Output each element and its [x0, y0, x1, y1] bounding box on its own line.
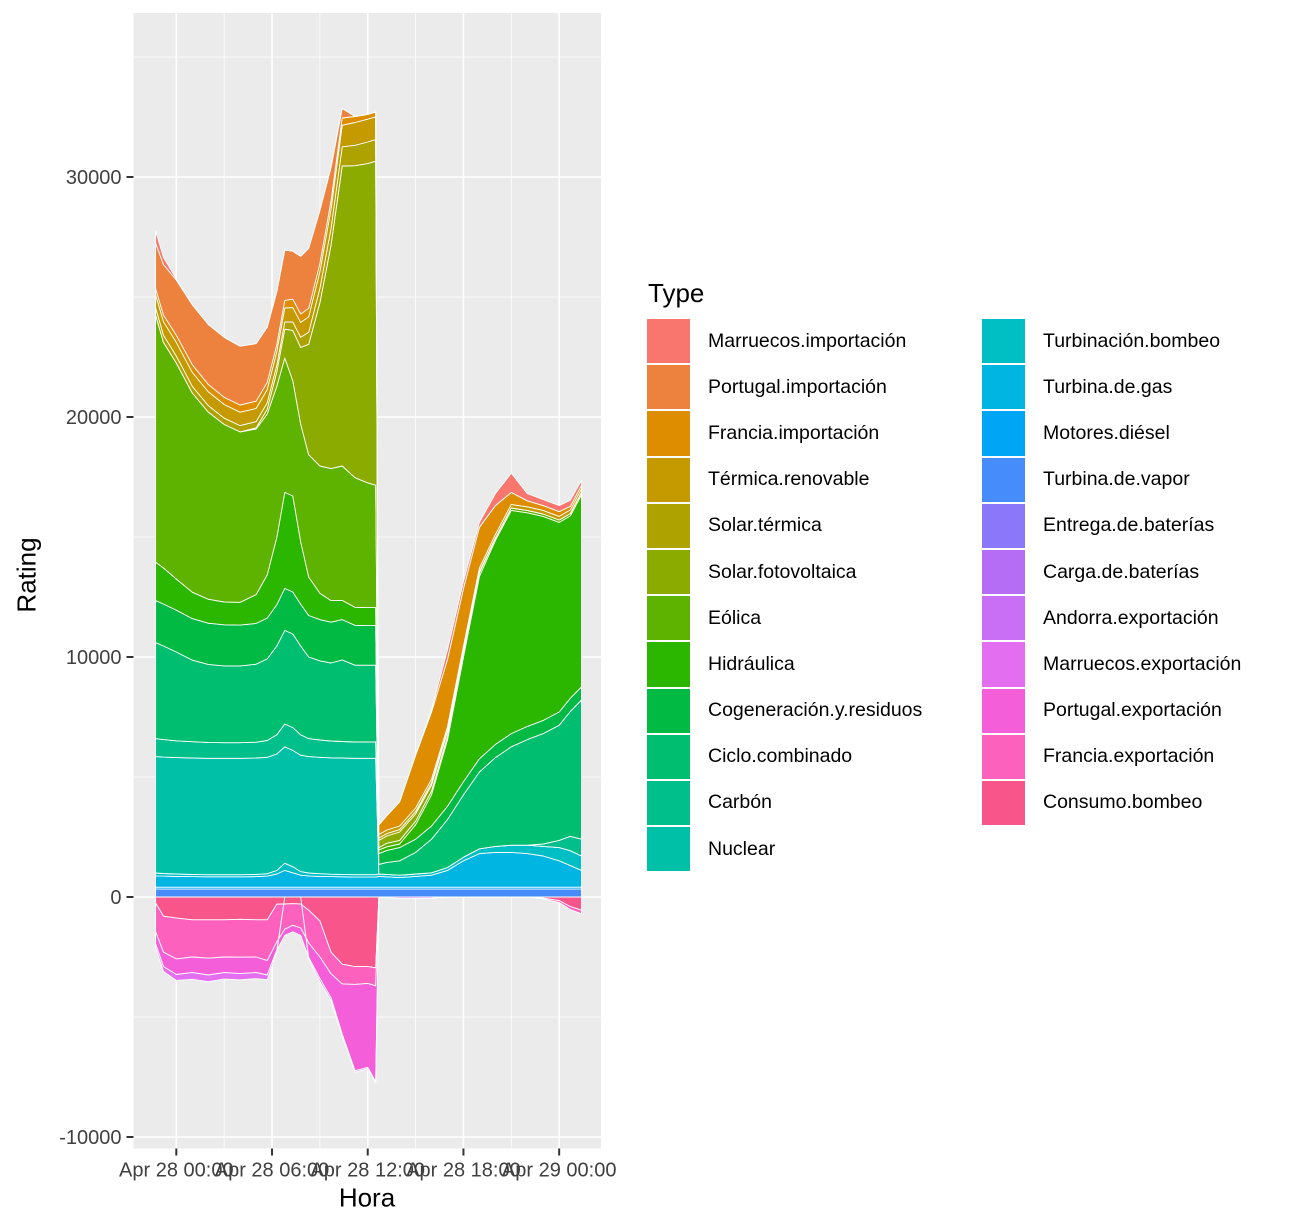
legend-column-2: Turbinación.bombeo Turbina.de.gas Motores.… [981, 318, 1242, 827]
legend-label: Entrega.de.baterías [1043, 514, 1215, 537]
x-tick-label: Apr 29 00:00 [502, 1160, 617, 1182]
legend-column-1: Marruecos.importación Portugal.importació… [646, 318, 923, 873]
legend-item: Portugal.exportación [981, 687, 1241, 734]
legend-item: Eólica [646, 595, 922, 642]
legend-label: Solar.fotovoltaica [708, 560, 857, 583]
legend-swatch-icon [981, 779, 1026, 827]
legend-swatch-icon [981, 595, 1026, 642]
legend-item: Portugal.importación [646, 364, 922, 411]
y-tick-label: 20000 [66, 407, 122, 429]
legend-label: Turbina.de.vapor [1043, 468, 1190, 491]
legend-label: Portugal.importación [708, 375, 887, 398]
legend: Type Marruecos.importación Portugal.impor… [646, 278, 1241, 873]
legend-swatch-icon [646, 595, 691, 642]
legend-label: Carga.de.baterías [1043, 560, 1200, 583]
legend-swatch-icon [981, 733, 1026, 780]
legend-label: Andorra.exportación [1043, 606, 1219, 629]
y-tick-label: 0 [110, 887, 121, 909]
legend-label: Eólica [708, 606, 762, 629]
legend-item: Turbinación.bombeo [981, 318, 1241, 365]
legend-swatch-icon [981, 364, 1026, 411]
legend-item: Cogeneración.y.residuos [646, 687, 923, 734]
legend-item: Entrega.de.baterías [981, 502, 1241, 549]
y-axis-title: Rating [11, 537, 42, 613]
legend-label: Turbinación.bombeo [1043, 329, 1221, 352]
legend-swatch-icon [981, 548, 1026, 596]
legend-label: Solar.térmica [708, 514, 822, 537]
legend-swatch-icon [646, 548, 691, 596]
legend-label: Hidráulica [708, 652, 795, 675]
legend-label: Marruecos.importación [708, 329, 907, 352]
legend-item: Ciclo.combinado [646, 733, 922, 780]
legend-item: Francia.exportación [981, 733, 1241, 780]
legend-swatch-icon [981, 641, 1026, 688]
x-tick-label: Apr 28 06:00 [215, 1160, 330, 1182]
y-tick-label: 30000 [66, 167, 122, 189]
legend-label: Marruecos.exportación [1043, 652, 1242, 675]
legend-label: Turbina.de.gas [1043, 375, 1173, 398]
legend-swatch-icon [646, 364, 691, 411]
legend-label: Portugal.exportación [1043, 699, 1222, 722]
legend-swatch-icon [646, 733, 691, 780]
x-tick-label: Apr 28 18:00 [406, 1160, 521, 1182]
y-tick-label: -10000 [59, 1127, 121, 1149]
legend-swatch-icon [646, 410, 691, 457]
legend-swatch-icon [646, 687, 691, 734]
legend-swatch-icon [981, 318, 1026, 365]
legend-label: Cogeneración.y.residuos [708, 699, 923, 722]
legend-item: Francia.importación [646, 410, 922, 457]
legend-item: Solar.fotovoltaica [646, 548, 922, 596]
legend-label: Motores.diésel [1043, 421, 1170, 444]
x-tick-label: Apr 28 00:00 [119, 1160, 234, 1182]
y-tick-label: 10000 [66, 647, 122, 669]
legend-swatch-icon [981, 502, 1026, 549]
legend-label: Francia.exportación [1043, 745, 1215, 768]
legend-label: Térmica.renovable [708, 468, 870, 491]
legend-swatch-icon [646, 318, 691, 365]
legend-label: Francia.importación [708, 421, 880, 444]
x-axis-title: Hora [338, 1182, 396, 1213]
legend-swatch-icon [646, 779, 691, 827]
legend-item: Marruecos.importación [646, 318, 922, 365]
legend-swatch-icon [646, 641, 691, 688]
legend-item: Andorra.exportación [981, 595, 1241, 642]
legend-label: Carbón [708, 791, 772, 814]
legend-swatch-icon [981, 687, 1026, 734]
legend-title: Type [648, 278, 705, 308]
legend-item: Térmica.renovable [646, 456, 922, 503]
legend-item: Consumo.bombeo [981, 779, 1241, 827]
legend-item: Marruecos.exportación [981, 641, 1242, 688]
legend-item: Motores.diésel [981, 410, 1241, 457]
legend-item: Turbina.de.gas [981, 364, 1241, 411]
legend-swatch-icon [646, 826, 691, 873]
legend-item: Nuclear [646, 826, 922, 873]
legend-swatch-icon [646, 502, 691, 549]
legend-item: Turbina.de.vapor [981, 456, 1241, 503]
legend-item: Solar.térmica [646, 502, 922, 549]
x-tick-label: Apr 28 12:00 [310, 1160, 425, 1182]
area-layers [155, 107, 582, 1084]
legend-label: Consumo.bombeo [1043, 791, 1203, 814]
legend-label: Ciclo.combinado [708, 745, 853, 768]
legend-item: Carga.de.baterías [981, 548, 1241, 596]
legend-swatch-icon [981, 410, 1026, 457]
legend-swatch-icon [646, 456, 691, 503]
legend-item: Hidráulica [646, 641, 922, 688]
legend-swatch-icon [981, 456, 1026, 503]
legend-label: Nuclear [708, 837, 776, 860]
area-Turbina.de.vapor [155, 888, 582, 898]
area-Marruecos.importación [155, 107, 582, 826]
legend-item: Carbón [646, 779, 922, 827]
